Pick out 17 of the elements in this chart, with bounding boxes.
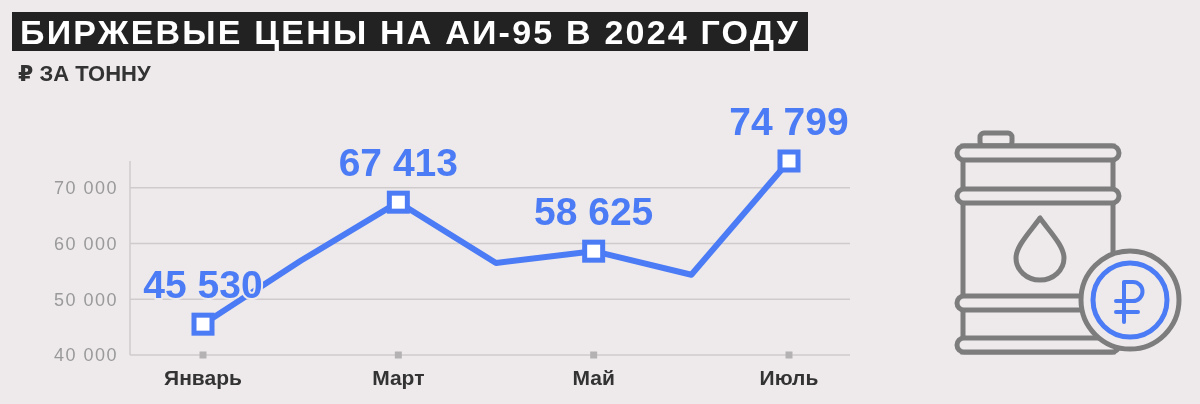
x-tick-label: Март <box>372 366 425 389</box>
y-tick-label: 60 000 <box>53 233 118 254</box>
x-tick-label: Январь <box>164 366 242 389</box>
y-tick-label: 50 000 <box>53 289 118 310</box>
point <box>386 190 410 214</box>
y-tick-label: 40 000 <box>53 345 118 366</box>
point <box>582 239 606 263</box>
point <box>777 149 801 173</box>
x-tick-label: Май <box>572 366 615 389</box>
data-label: 67 413 <box>338 141 458 185</box>
y-tick-label: 70 000 <box>53 178 118 199</box>
point <box>191 312 215 336</box>
chart-title: БИРЖЕВЫЕ ЦЕНЫ НА АИ-95 В 2024 ГОДУ <box>20 13 800 51</box>
x-tick-label: Июль <box>759 366 819 389</box>
data-label: 74 799 <box>729 100 849 143</box>
data-label: 58 625 <box>534 190 654 234</box>
y-axis-title: ₽ ЗА ТОННУ <box>18 61 151 86</box>
